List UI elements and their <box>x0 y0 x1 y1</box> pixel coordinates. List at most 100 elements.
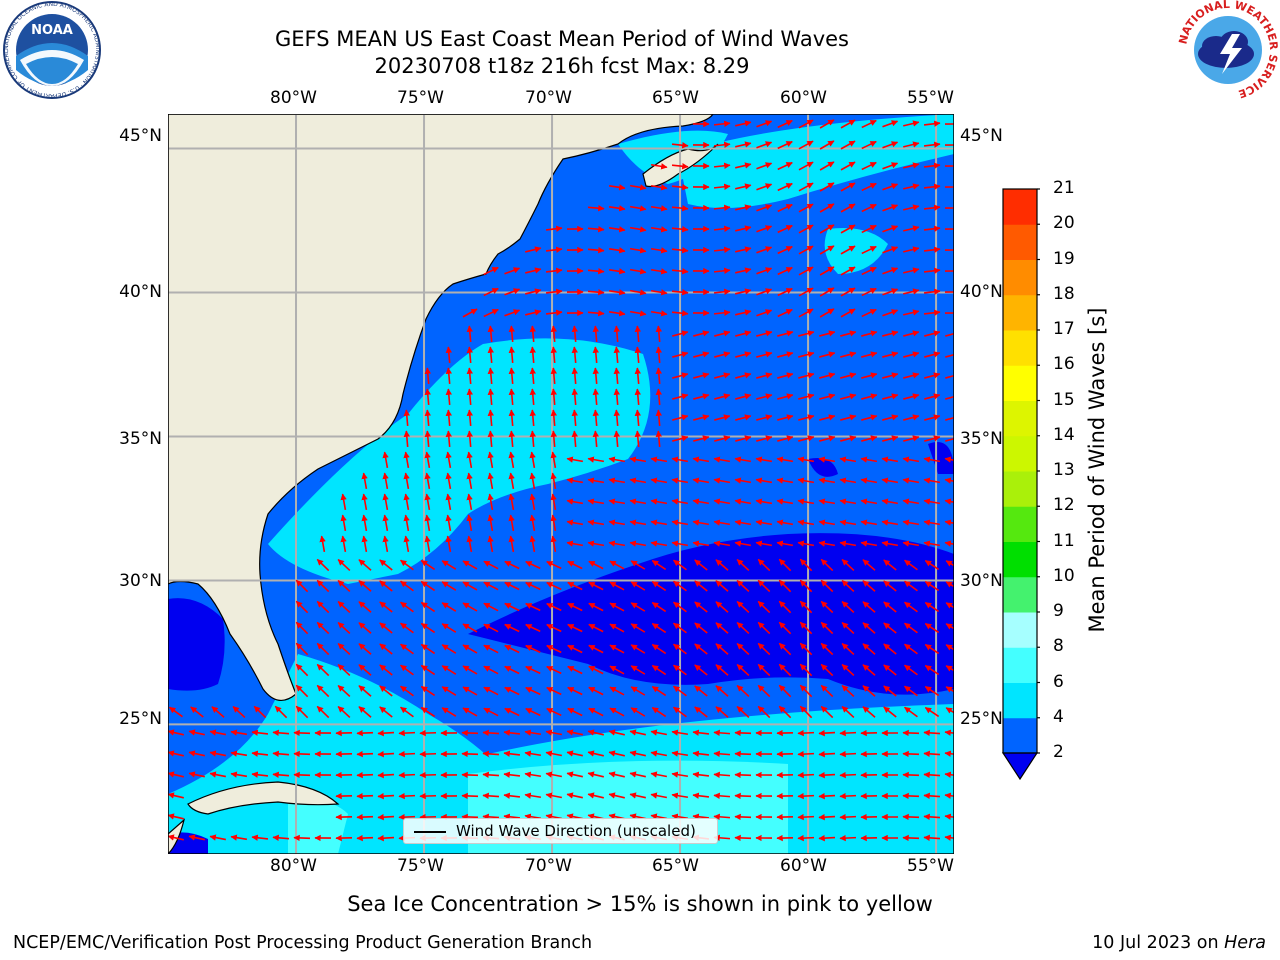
wave-arrow <box>882 204 899 212</box>
wave-arrow <box>841 600 855 614</box>
wave-arrow <box>629 540 647 547</box>
wave-arrow <box>840 161 856 171</box>
wave-arrow <box>735 435 752 442</box>
wave-arrow <box>503 792 521 799</box>
wave-arrow <box>924 664 940 676</box>
wave-arrow <box>671 729 689 736</box>
wave-arrow <box>613 346 620 364</box>
wave-arrow <box>608 310 626 317</box>
wave-arrow <box>945 581 954 588</box>
wave-arrow <box>861 161 877 171</box>
wave-arrow <box>550 367 557 385</box>
wave-arrow <box>398 750 416 758</box>
wave-arrow <box>503 750 521 757</box>
wave-arrow <box>839 813 857 821</box>
wave-arrow <box>692 771 710 778</box>
wave-arrow <box>587 289 605 296</box>
wave-arrow <box>571 409 578 427</box>
wave-arrow <box>566 477 584 484</box>
wave-arrow <box>776 477 794 484</box>
wave-arrow <box>840 266 856 276</box>
wave-arrow <box>713 183 731 190</box>
wave-arrow <box>755 540 773 547</box>
wave-arrow <box>861 140 877 150</box>
wave-arrow <box>945 560 954 567</box>
wave-arrow <box>295 600 309 614</box>
wave-arrow <box>462 308 478 318</box>
wave-arrow <box>609 602 625 612</box>
wave-arrow <box>382 472 389 490</box>
wave-arrow <box>483 602 499 612</box>
wave-arrow <box>756 120 773 128</box>
wave-arrow <box>588 560 604 570</box>
wave-arrow <box>525 707 541 717</box>
wave-arrow <box>424 535 431 553</box>
wave-arrow <box>571 430 578 448</box>
wave-arrow <box>382 535 389 553</box>
wave-arrow <box>462 707 478 717</box>
wave-arrow <box>650 771 668 778</box>
wave-arrow <box>466 409 473 427</box>
wave-arrow <box>735 120 752 127</box>
wave-arrow <box>860 519 878 526</box>
wave-arrow <box>466 472 473 490</box>
wave-arrow <box>316 579 330 593</box>
wave-arrow <box>587 456 605 463</box>
colorbar-tick-label: 15 <box>1053 389 1075 410</box>
wave-arrow <box>903 267 920 274</box>
wave-arrow <box>903 414 920 421</box>
wave-arrow <box>673 664 687 676</box>
wave-arrow <box>211 706 225 718</box>
wave-arrow <box>861 203 877 213</box>
wave-arrow <box>715 685 729 697</box>
wave-arrow <box>358 643 372 655</box>
wave-arrow <box>587 247 605 254</box>
wave-arrow <box>903 120 920 127</box>
wave-arrow <box>799 684 813 698</box>
footer-host: Hera <box>1224 933 1266 953</box>
wave-arrow <box>839 750 857 758</box>
wave-arrow <box>839 519 857 526</box>
wave-arrow <box>188 729 205 736</box>
wave-arrow <box>924 351 941 358</box>
wave-arrow <box>923 540 941 547</box>
wave-arrow <box>882 372 899 379</box>
wave-arrow <box>358 601 372 613</box>
wave-arrow <box>546 623 562 633</box>
wave-arrow <box>529 535 536 553</box>
wave-arrow <box>504 707 520 717</box>
wave-arrow <box>819 245 835 255</box>
legend-label: Wind Wave Direction (unscaled) <box>456 822 696 840</box>
wave-arrow <box>924 372 941 379</box>
wave-arrow <box>881 519 899 526</box>
wave-arrow <box>735 393 752 400</box>
wave-arrow <box>818 750 836 758</box>
wave-arrow <box>629 247 647 254</box>
wave-arrow <box>694 664 708 676</box>
wave-arrow <box>466 430 473 448</box>
wave-arrow <box>424 388 431 406</box>
wave-arrow <box>629 268 647 275</box>
wave-arrow <box>508 367 515 385</box>
wave-arrow <box>503 771 521 778</box>
wave-arrow <box>609 707 625 717</box>
wave-arrow <box>295 621 309 635</box>
wave-arrow <box>169 706 183 718</box>
lat-tick-left-35n: 35°N <box>119 429 162 449</box>
wave-arrow <box>923 120 941 127</box>
wave-arrow <box>403 409 410 427</box>
wave-arrow <box>529 451 536 469</box>
wave-arrow <box>466 325 473 343</box>
wave-arrow <box>882 435 899 442</box>
wave-arrow <box>841 684 855 698</box>
wave-arrow <box>525 665 541 675</box>
wave-arrow <box>883 622 897 634</box>
wave-arrow <box>882 141 899 149</box>
wave-arrow <box>671 750 689 757</box>
wave-arrow <box>923 498 941 505</box>
wave-arrow <box>777 266 793 276</box>
wave-arrow <box>841 642 855 656</box>
wave-arrow <box>629 184 647 191</box>
wave-arrow <box>840 203 856 213</box>
wave-arrow <box>840 372 857 379</box>
